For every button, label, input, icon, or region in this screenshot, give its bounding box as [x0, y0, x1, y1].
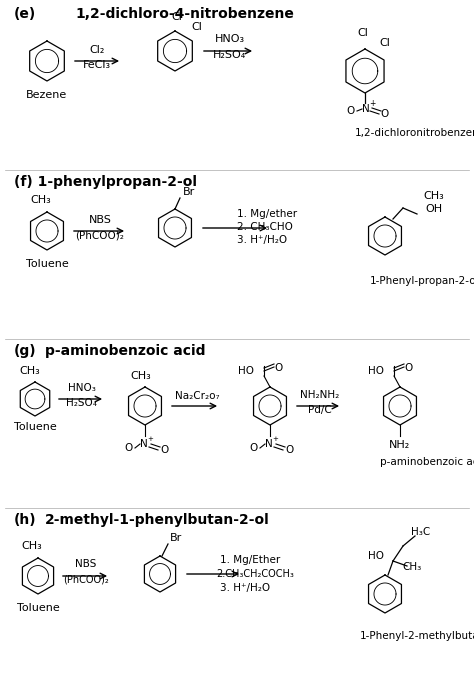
Text: O: O: [405, 363, 413, 373]
Text: Cl: Cl: [191, 22, 202, 32]
Text: Toluene: Toluene: [14, 422, 56, 432]
Text: O: O: [161, 445, 169, 455]
Text: Cl₂: Cl₂: [89, 45, 105, 55]
Text: Cl: Cl: [357, 28, 368, 38]
Text: O: O: [347, 106, 355, 116]
Text: 2.CH₃CH₂COCH₃: 2.CH₃CH₂COCH₃: [216, 569, 294, 579]
Text: O: O: [381, 109, 389, 119]
Text: Cl: Cl: [172, 12, 182, 22]
Text: (g): (g): [14, 344, 36, 358]
Text: NH₂: NH₂: [389, 440, 410, 450]
Text: N: N: [140, 439, 148, 449]
Text: HO: HO: [368, 551, 384, 561]
Text: 1-Phenyl-propan-2-ol: 1-Phenyl-propan-2-ol: [370, 276, 474, 286]
Text: CH₃: CH₃: [423, 191, 444, 201]
Text: NBS: NBS: [89, 215, 111, 225]
Text: CH₃: CH₃: [131, 371, 151, 381]
Text: Na₂Cr₂o₇: Na₂Cr₂o₇: [175, 391, 219, 401]
Text: CH₃: CH₃: [22, 541, 42, 551]
Text: H₂SO₄: H₂SO₄: [66, 398, 98, 408]
Text: Br: Br: [170, 533, 182, 543]
Text: HO: HO: [238, 366, 254, 376]
Text: H₂SO₄: H₂SO₄: [213, 50, 246, 60]
Text: 2-methyl-1-phenylbutan-2-ol: 2-methyl-1-phenylbutan-2-ol: [45, 513, 270, 527]
Text: (h): (h): [14, 513, 36, 527]
Text: 3. H⁺/H₂O: 3. H⁺/H₂O: [237, 235, 287, 245]
Text: +: +: [272, 436, 278, 442]
Text: (e): (e): [14, 7, 36, 21]
Text: HO: HO: [368, 366, 384, 376]
Text: HNO₃: HNO₃: [215, 34, 245, 44]
Text: NBS: NBS: [75, 559, 97, 569]
Text: H₃C: H₃C: [411, 527, 430, 537]
Text: Bezene: Bezene: [27, 90, 68, 100]
Text: Br: Br: [183, 187, 195, 197]
Text: CH₃: CH₃: [19, 366, 40, 376]
Text: 1,2-dichloro-4-nitrobenzene: 1,2-dichloro-4-nitrobenzene: [75, 7, 294, 21]
Text: 1. Mg/ether: 1. Mg/ether: [237, 209, 297, 219]
Text: Pd/C: Pd/C: [308, 405, 332, 415]
Text: 1,2-dichloronitrobenzene: 1,2-dichloronitrobenzene: [355, 128, 474, 138]
Text: FeCl₃: FeCl₃: [83, 60, 111, 70]
Text: CH₃: CH₃: [31, 195, 51, 205]
Text: O: O: [250, 443, 258, 453]
Text: (PhCOO)₂: (PhCOO)₂: [75, 231, 125, 241]
Text: O: O: [286, 445, 294, 455]
Text: Toluene: Toluene: [26, 259, 68, 269]
Text: p-aminobenzoic acid: p-aminobenzoic acid: [380, 457, 474, 467]
Text: Toluene: Toluene: [17, 603, 59, 613]
Text: +: +: [369, 99, 375, 109]
Text: 1. Mg/Ether: 1. Mg/Ether: [220, 555, 280, 565]
Text: +: +: [147, 436, 153, 442]
Text: 3. H⁺/H₂O: 3. H⁺/H₂O: [220, 583, 270, 593]
Text: Cl: Cl: [380, 38, 391, 48]
Text: HNO₃: HNO₃: [68, 383, 96, 393]
Text: O: O: [275, 363, 283, 373]
Text: N: N: [362, 104, 370, 114]
Text: 1-Phenyl-2-methylbutan-2-ol: 1-Phenyl-2-methylbutan-2-ol: [360, 631, 474, 641]
Text: N: N: [265, 439, 273, 449]
Text: (f) 1-phenylpropan-2-ol: (f) 1-phenylpropan-2-ol: [14, 175, 197, 189]
Text: p-aminobenzoic acid: p-aminobenzoic acid: [45, 344, 206, 358]
Text: CH₃: CH₃: [402, 562, 422, 572]
Text: NH₂NH₂: NH₂NH₂: [301, 390, 340, 400]
Text: O: O: [125, 443, 133, 453]
Text: (PhCOO)₂: (PhCOO)₂: [63, 575, 109, 585]
Text: 2. CH₃CHO: 2. CH₃CHO: [237, 222, 293, 232]
Text: OH: OH: [425, 204, 442, 214]
